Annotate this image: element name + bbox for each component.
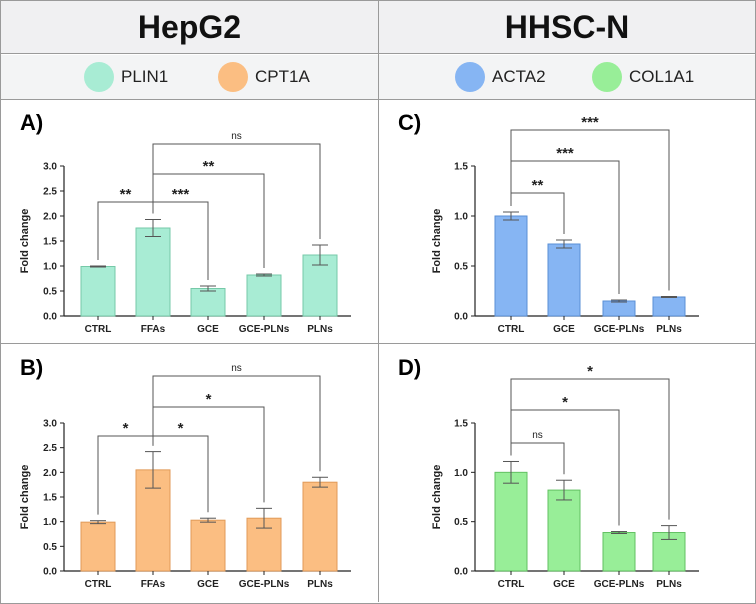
x-tick-label-d-gce-plns: GCE-PLNs: [594, 579, 645, 590]
bar-d-gce: [547, 489, 581, 572]
y-tick-label-b: 0.5: [43, 542, 57, 553]
header-hepg2: HepG2: [1, 1, 378, 53]
x-tick-label-a-ctrl: CTRL: [85, 324, 112, 335]
y-tick-label-a: 1.5: [43, 237, 57, 248]
x-tick-label-d-gce: GCE: [553, 579, 575, 590]
legend-swatch-plin1: [84, 62, 114, 92]
y-tick-label-a: 0.5: [43, 287, 57, 298]
bar-b-gce: [190, 519, 226, 572]
y-tick-label-b: 1.5: [43, 493, 57, 504]
panel-label-c: C): [398, 110, 422, 135]
significance-label-c: ***: [556, 145, 574, 162]
legend-label-col1a1: COL1A1: [629, 67, 695, 86]
bar-c-gce-plns: [602, 300, 636, 317]
significance-bracket-b: [152, 375, 321, 472]
significance-label-a: ***: [172, 186, 190, 203]
y-tick-label-a: 3.0: [43, 162, 57, 173]
y-axis-label-c: Fold change: [431, 209, 443, 274]
legend-item-plin1: PLIN1: [84, 62, 168, 92]
significance-label-b: *: [123, 420, 129, 437]
y-tick-label-c: 1.5: [454, 162, 468, 173]
y-tick-label-b: 1.0: [43, 517, 57, 528]
x-tick-label-b-gce: GCE: [197, 579, 219, 590]
significance-label-b: *: [206, 391, 212, 408]
x-tick-label-c-gce: GCE: [553, 324, 575, 335]
y-tick-label-c: 0.5: [454, 262, 468, 273]
y-tick-label-d: 1.0: [454, 468, 468, 479]
panel-label-a: A): [20, 110, 44, 135]
legend-item-cpt1a: CPT1A: [218, 62, 310, 92]
legend-hepg2: PLIN1 CPT1A: [1, 55, 378, 99]
panel-label-b: B): [20, 355, 44, 380]
x-tick-label-a-gce-plns: GCE-PLNs: [239, 324, 290, 335]
panel-label-d: D): [398, 355, 422, 380]
legend-item-acta2: ACTA2: [455, 62, 546, 92]
bar-a-ffas: [135, 227, 171, 317]
x-tick-label-c-ctrl: CTRL: [498, 324, 525, 335]
significance-label-a: **: [203, 158, 215, 175]
legend-hhsc-n: ACTA2 COL1A1: [379, 55, 755, 99]
bar-a-gce-plns: [246, 274, 282, 317]
y-tick-label-a: 0.0: [43, 312, 57, 323]
x-tick-label-b-ctrl: CTRL: [85, 579, 112, 590]
significance-label-c: **: [532, 177, 544, 194]
bar-d-ctrl: [494, 471, 528, 572]
significance-label-d: ns: [532, 430, 543, 441]
x-tick-label-b-gce-plns: GCE-PLNs: [239, 579, 290, 590]
bar-c-gce: [547, 243, 581, 317]
bar-d-gce-plns: [602, 532, 636, 572]
bar-a-ctrl: [80, 266, 116, 317]
bar-c-ctrl: [494, 215, 528, 317]
y-axis-label-d: Fold change: [431, 465, 443, 530]
x-tick-label-d-plns: PLNs: [656, 579, 682, 590]
significance-label-c: ***: [581, 114, 599, 131]
bar-a-gce: [190, 288, 226, 317]
x-tick-label-c-plns: PLNs: [656, 324, 682, 335]
x-tick-label-d-ctrl: CTRL: [498, 579, 525, 590]
y-tick-label-c: 0.0: [454, 312, 468, 323]
y-tick-label-a: 2.0: [43, 212, 57, 223]
x-tick-label-c-gce-plns: GCE-PLNs: [594, 324, 645, 335]
legend-swatch-col1a1: [592, 62, 622, 92]
y-tick-label-d: 0.0: [454, 567, 468, 578]
x-tick-label-b-plns: PLNs: [307, 579, 333, 590]
significance-bracket-d: [510, 378, 670, 520]
significance-label-d: *: [562, 394, 568, 411]
header-hhsc-n: HHSC-N: [379, 1, 755, 53]
y-tick-label-b: 2.5: [43, 443, 57, 454]
significance-bracket-a: [152, 143, 321, 239]
y-axis-label-b: Fold change: [19, 465, 31, 530]
significance-label-a: ns: [231, 131, 242, 142]
y-tick-label-d: 0.5: [454, 517, 468, 528]
y-axis-label-a: Fold change: [19, 209, 31, 274]
y-tick-label-a: 1.0: [43, 262, 57, 273]
legend-label-cpt1a: CPT1A: [255, 67, 310, 86]
y-tick-label-b: 3.0: [43, 419, 57, 430]
significance-label-b: ns: [231, 363, 242, 374]
y-tick-label-c: 1.0: [454, 212, 468, 223]
significance-label-a: **: [120, 186, 132, 203]
bar-b-plns: [302, 481, 338, 572]
significance-label-b: *: [178, 420, 184, 437]
y-tick-label-b: 0.0: [43, 567, 57, 578]
y-tick-label-a: 2.5: [43, 187, 57, 198]
bar-b-ctrl: [80, 521, 116, 572]
significance-bracket-c: [510, 129, 670, 291]
y-tick-label-d: 1.5: [454, 419, 468, 430]
x-tick-label-a-gce: GCE: [197, 324, 219, 335]
legend-item-col1a1: COL1A1: [592, 62, 694, 92]
legend-swatch-acta2: [455, 62, 485, 92]
x-tick-label-b-ffas: FFAs: [141, 579, 166, 590]
legend-label-acta2: ACTA2: [492, 67, 546, 86]
legend-swatch-cpt1a: [218, 62, 248, 92]
x-tick-label-a-ffas: FFAs: [141, 324, 166, 335]
significance-bracket-d: [510, 442, 565, 475]
legend-label-plin1: PLIN1: [121, 67, 169, 86]
y-tick-label-b: 2.0: [43, 468, 57, 479]
x-tick-label-a-plns: PLNs: [307, 324, 333, 335]
divider-vertical: [378, 1, 379, 602]
bar-c-plns: [652, 296, 686, 317]
significance-label-d: *: [587, 363, 593, 380]
